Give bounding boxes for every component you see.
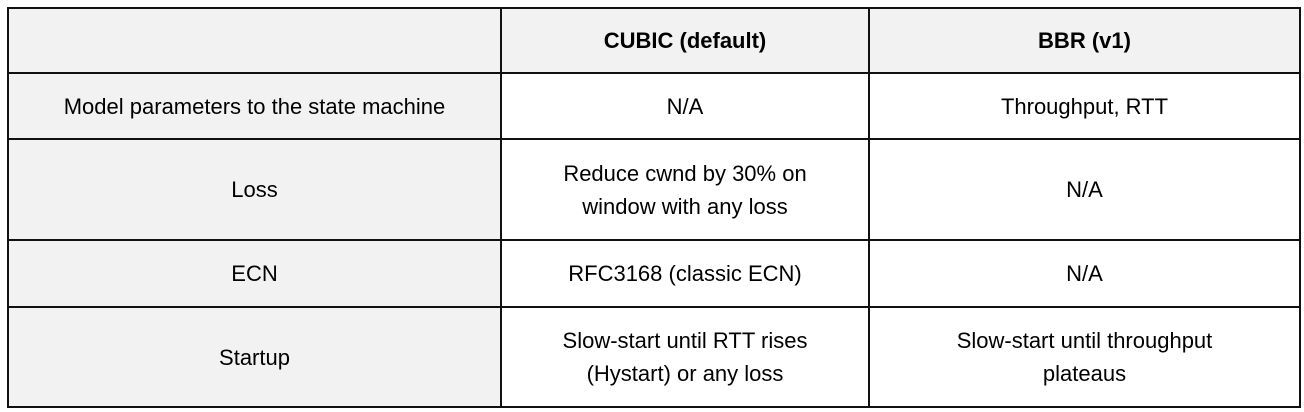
cubic-cell: N/A [500,72,870,140]
column-header-bbr: BBR (v1) [868,7,1301,74]
bbr-cell: N/A [868,138,1301,241]
row-label: ECN [7,239,502,308]
bbr-cell: N/A [868,239,1301,308]
corner-cell [7,7,502,74]
column-header-cubic: CUBIC (default) [500,7,870,74]
cubic-cell: Reduce cwnd by 30% on window with any lo… [500,138,870,241]
header-row: CUBIC (default) BBR (v1) [7,7,1301,74]
comparison-table: CUBIC (default) BBR (v1) Model parameter… [7,7,1301,408]
table-row: ECN RFC3168 (classic ECN) N/A [7,239,1301,308]
table-row: Loss Reduce cwnd by 30% on window with a… [7,138,1301,241]
bbr-cell: Throughput, RTT [868,72,1301,140]
table-row: Model parameters to the state machine N/… [7,72,1301,140]
table-row: Startup Slow-start until RTT rises (Hyst… [7,306,1301,408]
row-label: Model parameters to the state machine [7,72,502,140]
row-label: Loss [7,138,502,241]
row-label: Startup [7,306,502,408]
cubic-cell: Slow-start until RTT rises (Hystart) or … [500,306,870,408]
bbr-cell: Slow-start until throughput plateaus [868,306,1301,408]
cubic-cell: RFC3168 (classic ECN) [500,239,870,308]
